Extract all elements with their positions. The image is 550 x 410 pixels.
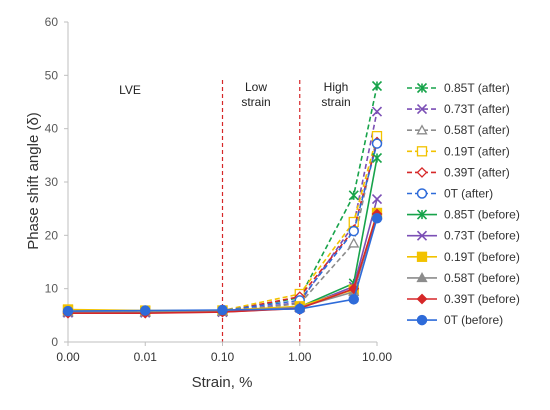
data-point (371, 80, 383, 92)
legend-swatch-marker (416, 166, 428, 178)
data-point (371, 152, 383, 164)
x-tick-label: 0.10 (211, 350, 235, 364)
legend: 0.85T (after) 0.73T (after) 0.58T (after) 0… (407, 81, 520, 327)
series-line (67, 218, 378, 312)
data-point (371, 213, 383, 224)
legend-swatch-marker (416, 230, 428, 241)
legend-item: 0.58T (after) (407, 123, 510, 137)
y-tick-label: 40 (45, 122, 59, 136)
legend-swatch-marker (416, 272, 428, 283)
x-tick-label: 1.00 (288, 350, 312, 364)
legend-label: 0.73T (after) (444, 102, 510, 116)
legend-label: 0.19T (after) (444, 144, 510, 158)
legend-label: 0.58T (after) (444, 123, 510, 137)
legend-swatch-marker (416, 146, 428, 157)
region-labels: LVE Low strain High strain (119, 80, 351, 109)
y-tick-label: 10 (45, 282, 59, 296)
legend-label: 0.39T (after) (444, 165, 510, 179)
series-0t-before (62, 213, 383, 317)
legend-item: 0T (before) (407, 313, 503, 327)
legend-swatch-marker (416, 188, 428, 199)
data-point (348, 190, 359, 201)
legend-swatch-marker (416, 104, 428, 115)
data-point (348, 294, 359, 305)
legend-item: 0.39T (after) (407, 165, 510, 179)
data-point (140, 305, 151, 316)
legend-label: 0.85T (after) (444, 81, 510, 95)
axes: 0 10 20 30 40 50 60 0.00 0.01 0.10 1.00 10.00 (45, 15, 393, 364)
y-tick-label: 50 (45, 68, 59, 82)
legend-item: 0.85T (after) (407, 81, 510, 95)
legend-label: 0T (before) (444, 313, 503, 327)
legend-item: 0.73T (before) (407, 229, 520, 243)
region-label-lve: LVE (119, 83, 141, 97)
x-tick-label: 0.00 (56, 350, 80, 364)
y-tick-label: 60 (45, 15, 59, 29)
legend-label: 0T (after) (444, 187, 493, 201)
legend-item: 0.58T (before) (407, 271, 520, 285)
data-point (371, 106, 383, 117)
data-point (348, 237, 360, 248)
y-tick-label: 20 (45, 228, 59, 242)
y-tick-label: 30 (45, 175, 59, 189)
legend-swatch-marker (416, 124, 428, 135)
legend-swatch-marker (416, 293, 428, 305)
legend-label: 0.39T (before) (444, 292, 520, 306)
legend-item: 0.19T (before) (407, 250, 520, 264)
legend-swatch-marker (416, 251, 428, 262)
legend-item: 0.19T (after) (407, 144, 510, 158)
series-group (62, 80, 383, 319)
legend-item: 0.85T (before) (407, 208, 520, 222)
data-point (217, 304, 228, 316)
data-point (371, 194, 383, 205)
y-tick-label: 0 (51, 335, 58, 349)
legend-label: 0.85T (before) (444, 208, 520, 222)
legend-item: 0T (after) (407, 187, 493, 201)
x-axis-title: Strain, % (192, 374, 253, 391)
region-label-low-strain: Low strain (241, 80, 270, 109)
legend-label: 0.19T (before) (444, 250, 520, 264)
data-point (371, 138, 383, 149)
data-point (62, 305, 74, 317)
legend-item: 0.39T (before) (407, 292, 520, 306)
x-tick-label: 0.01 (134, 350, 158, 364)
legend-item: 0.73T (after) (407, 102, 510, 116)
legend-swatch-marker (416, 314, 428, 326)
x-tick-label: 10.00 (362, 350, 392, 364)
data-point (294, 303, 305, 315)
legend-swatch-marker (416, 209, 428, 220)
legend-label: 0.73T (before) (444, 229, 520, 243)
y-axis-title: Phase shift angle (δ) (25, 112, 42, 250)
data-point (348, 225, 359, 237)
legend-swatch-marker (416, 82, 428, 94)
region-label-high-strain: High strain (321, 80, 350, 109)
legend-label: 0.58T (before) (444, 271, 520, 285)
